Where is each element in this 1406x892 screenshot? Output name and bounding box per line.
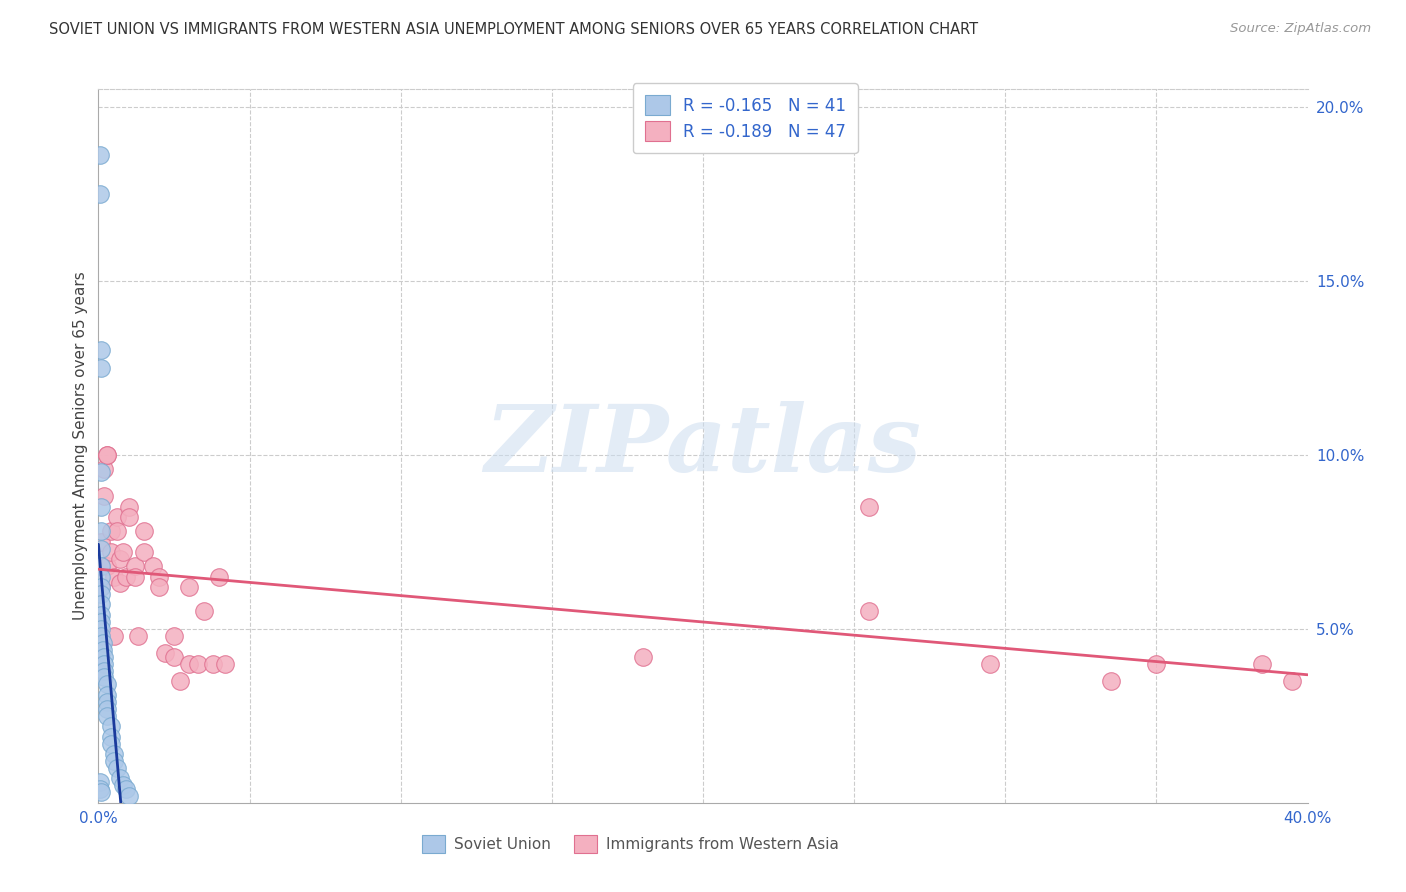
Point bbox=[100, 730, 122, 744]
Point bbox=[90, 622, 112, 636]
Point bbox=[96, 688, 118, 702]
Point bbox=[100, 545, 122, 559]
Point bbox=[858, 604, 880, 618]
Point bbox=[118, 500, 141, 514]
Point bbox=[105, 510, 128, 524]
Point bbox=[90, 580, 112, 594]
Point bbox=[111, 545, 134, 559]
Point bbox=[142, 559, 165, 574]
Point bbox=[100, 524, 122, 539]
Text: SOVIET UNION VS IMMIGRANTS FROM WESTERN ASIA UNEMPLOYMENT AMONG SENIORS OVER 65 : SOVIET UNION VS IMMIGRANTS FROM WESTERN … bbox=[49, 22, 979, 37]
Point bbox=[93, 664, 115, 678]
Point bbox=[108, 576, 131, 591]
Point bbox=[108, 552, 131, 566]
Point bbox=[93, 649, 115, 664]
Point bbox=[103, 754, 125, 768]
Point bbox=[96, 677, 118, 691]
Point bbox=[193, 604, 215, 618]
Point bbox=[118, 789, 141, 803]
Point bbox=[631, 649, 654, 664]
Point bbox=[1251, 657, 1274, 671]
Point bbox=[169, 673, 191, 688]
Text: Source: ZipAtlas.com: Source: ZipAtlas.com bbox=[1230, 22, 1371, 36]
Point bbox=[187, 657, 209, 671]
Point bbox=[93, 490, 115, 504]
Point bbox=[90, 534, 112, 549]
Point bbox=[148, 569, 170, 583]
Point bbox=[90, 541, 112, 556]
Point bbox=[124, 569, 146, 583]
Point bbox=[108, 772, 131, 786]
Point bbox=[103, 629, 125, 643]
Point bbox=[124, 559, 146, 574]
Point bbox=[90, 524, 112, 539]
Point bbox=[90, 587, 112, 601]
Point bbox=[153, 646, 176, 660]
Point bbox=[90, 559, 112, 574]
Point bbox=[114, 781, 136, 796]
Point bbox=[132, 545, 155, 559]
Point bbox=[208, 569, 231, 583]
Point bbox=[89, 148, 111, 162]
Point bbox=[93, 461, 115, 475]
Point bbox=[214, 657, 236, 671]
Y-axis label: Unemployment Among Seniors over 65 years: Unemployment Among Seniors over 65 years bbox=[73, 272, 89, 620]
Text: ZIPatlas: ZIPatlas bbox=[485, 401, 921, 491]
Point bbox=[90, 343, 112, 358]
Point bbox=[90, 629, 112, 643]
Point bbox=[100, 737, 122, 751]
Point bbox=[89, 186, 111, 201]
Point bbox=[1099, 673, 1122, 688]
Point bbox=[111, 778, 134, 792]
Point bbox=[90, 615, 112, 629]
Point bbox=[96, 448, 118, 462]
Point bbox=[96, 559, 118, 574]
Point bbox=[96, 695, 118, 709]
Point bbox=[89, 775, 111, 789]
Point bbox=[163, 629, 186, 643]
Point bbox=[90, 465, 112, 479]
Point bbox=[114, 569, 136, 583]
Point bbox=[96, 708, 118, 723]
Point bbox=[103, 569, 125, 583]
Point bbox=[90, 607, 112, 622]
Point bbox=[118, 510, 141, 524]
Point bbox=[90, 569, 112, 583]
Legend: Soviet Union, Immigrants from Western Asia: Soviet Union, Immigrants from Western As… bbox=[416, 829, 845, 859]
Point bbox=[105, 761, 128, 775]
Point bbox=[132, 524, 155, 539]
Point bbox=[90, 360, 112, 375]
Point bbox=[100, 719, 122, 733]
Point bbox=[90, 598, 112, 612]
Point bbox=[90, 580, 112, 594]
Point bbox=[979, 657, 1001, 671]
Point bbox=[91, 642, 114, 657]
Point bbox=[103, 747, 125, 761]
Point bbox=[163, 649, 186, 664]
Point bbox=[96, 702, 118, 716]
Point bbox=[179, 657, 201, 671]
Point bbox=[90, 559, 112, 574]
Point bbox=[1281, 673, 1303, 688]
Point bbox=[96, 448, 118, 462]
Point bbox=[858, 500, 880, 514]
Point bbox=[202, 657, 225, 671]
Point bbox=[179, 580, 201, 594]
Point bbox=[91, 635, 114, 649]
Point bbox=[127, 629, 149, 643]
Point bbox=[89, 781, 111, 796]
Point bbox=[1144, 657, 1167, 671]
Point bbox=[93, 671, 115, 685]
Point bbox=[93, 657, 115, 671]
Point bbox=[90, 500, 112, 514]
Point bbox=[148, 580, 170, 594]
Point bbox=[90, 785, 112, 799]
Point bbox=[105, 524, 128, 539]
